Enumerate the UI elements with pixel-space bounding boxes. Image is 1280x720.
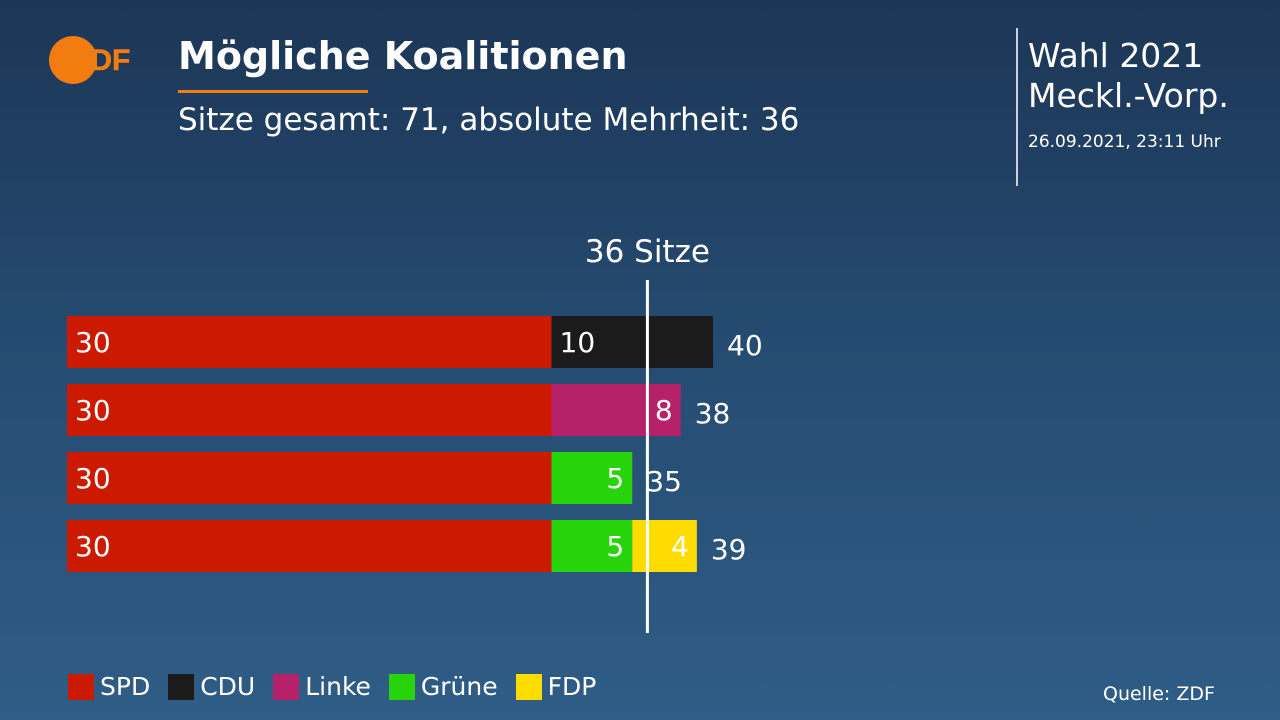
bar-segment-gruene	[551, 520, 633, 572]
bar-segment-label-gruene: 5	[606, 530, 624, 563]
page-title: Mögliche Koalitionen	[178, 34, 628, 78]
legend-label-linke: Linke	[305, 672, 371, 701]
election-info: Wahl 2021 Meckl.-Vorp.	[1028, 36, 1229, 116]
legend-label-cdu: CDU	[200, 672, 256, 701]
bar-segment-label-spd: 30	[75, 394, 111, 427]
legend-label-spd: SPD	[100, 672, 151, 701]
bar-segment-spd	[67, 520, 552, 572]
bar-segment-cdu	[551, 316, 713, 368]
bar-segment-label-fdp: 4	[671, 530, 689, 563]
legend-item-fdp: FDP	[515, 672, 597, 701]
title-underline	[178, 90, 368, 93]
legend-swatch-gruene	[388, 673, 415, 700]
bar-segment-label-spd: 30	[75, 326, 111, 359]
election-name: Wahl 2021	[1028, 36, 1204, 75]
legend: SPD CDU Linke Grüne FDP	[68, 672, 614, 701]
legend-item-gruene: Grüne	[388, 672, 498, 701]
bar-segment-fdp	[632, 520, 697, 572]
legend-label-fdp: FDP	[547, 672, 597, 701]
legend-swatch-spd	[68, 673, 94, 700]
bar-segment-linke	[551, 384, 681, 436]
bar-segment-spd	[67, 384, 552, 436]
legend-item-spd: SPD	[68, 672, 150, 701]
header-divider	[1016, 28, 1018, 186]
bar-segment-label-cdu: 10	[560, 326, 596, 359]
bar-segment-label-spd: 30	[75, 530, 111, 563]
legend-swatch-fdp	[515, 673, 542, 700]
bar-segment-spd	[67, 316, 552, 368]
zdf-logo: ZDF	[49, 36, 131, 84]
legend-item-cdu: CDU	[168, 672, 255, 701]
source-note: Quelle: ZDF	[1103, 683, 1215, 705]
bar-total-label: 40	[727, 329, 763, 362]
bar-segment-gruene	[551, 452, 633, 504]
election-date: 26.09.2021, 23:11 Uhr	[1028, 132, 1221, 152]
bar-segment-spd	[67, 452, 552, 504]
page-subtitle: Sitze gesamt: 71, absolute Mehrheit: 36	[178, 102, 800, 138]
bar-total-label: 38	[695, 397, 731, 430]
bar-total-label: 39	[711, 533, 747, 566]
election-region: Meckl.-Vorp.	[1028, 76, 1229, 115]
bar-segment-label-gruene: 5	[606, 462, 624, 495]
legend-item-linke: Linke	[273, 672, 371, 701]
logo-text: ZDF	[72, 44, 130, 77]
majority-label: 36 Sitze	[585, 234, 710, 270]
bar-segment-label-spd: 30	[75, 462, 111, 495]
legend-label-gruene: Grüne	[420, 672, 498, 701]
bar-segment-label-linke: 8	[655, 394, 673, 427]
bar-total-label: 35	[646, 465, 682, 498]
legend-swatch-cdu	[168, 673, 195, 700]
legend-swatch-linke	[273, 673, 300, 700]
